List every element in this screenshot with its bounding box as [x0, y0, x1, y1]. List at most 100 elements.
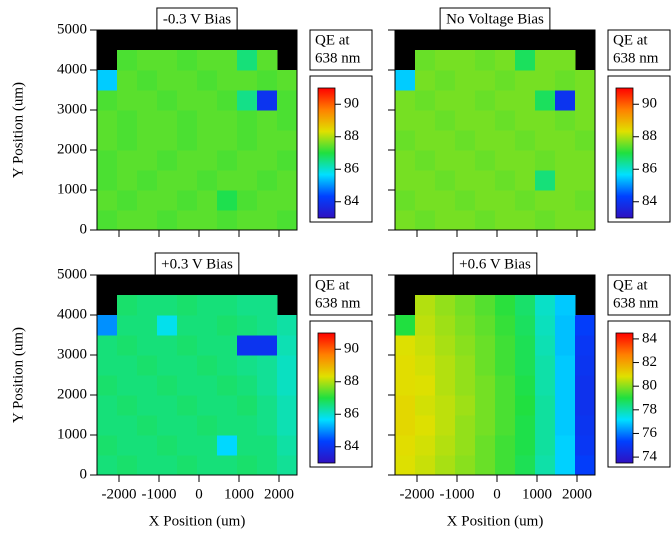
heatmap-cell: [277, 415, 298, 436]
heatmap-cell: [435, 455, 456, 476]
heatmap-cell: [475, 415, 496, 436]
heatmap-cell: [415, 415, 436, 436]
heatmap-cell: [157, 150, 178, 171]
heatmap-cell: [395, 315, 416, 336]
panel-title: +0.3 V Bias: [161, 256, 233, 272]
heatmap-cell: [157, 295, 178, 316]
heatmap-cell: [157, 110, 178, 131]
heatmap-cell: [455, 190, 476, 211]
heatmap-cell: [435, 295, 456, 316]
heatmap-cell: [157, 315, 178, 336]
colorbar-tick-label: 76: [642, 425, 658, 441]
heatmap-cell: [475, 315, 496, 336]
heatmap-cell: [117, 355, 138, 376]
heatmap-cell: [257, 190, 278, 211]
y-tick-label: 0: [80, 221, 88, 237]
heatmap-cell: [395, 170, 416, 191]
heatmap-cell: [395, 455, 416, 476]
heatmap-cell: [177, 170, 198, 191]
heatmap-cell: [495, 355, 516, 376]
colorbar-tick-label: 84: [642, 330, 658, 346]
heatmap-cell: [435, 90, 456, 111]
heatmap-cell: [435, 170, 456, 191]
y-tick-label: 3000: [57, 101, 87, 117]
heatmap-cell: [475, 150, 496, 171]
heatmap-cell: [97, 150, 118, 171]
heatmap-cell: [415, 210, 436, 231]
heatmap-cell: [535, 50, 556, 71]
heatmap-cell: [237, 130, 258, 151]
heatmap-cell: [395, 130, 416, 151]
heatmap-cell: [415, 190, 436, 211]
title-box: [439, 7, 551, 31]
heatmap-cell: [575, 70, 596, 91]
heatmap-cell: [177, 50, 198, 71]
heatmap-cell: [257, 295, 278, 316]
heatmap-cell: [535, 110, 556, 131]
heatmap-cell: [515, 395, 536, 416]
colorbar-label-box: [309, 29, 373, 71]
x-axis-label: X Position (um): [149, 513, 246, 529]
heatmap-cell: [97, 110, 118, 131]
heatmap-cell: [157, 70, 178, 91]
x-tick-label: 1000: [224, 486, 254, 502]
heatmap-cell: [435, 70, 456, 91]
heatmap-cell: [395, 190, 416, 211]
heatmap-cell: [117, 295, 138, 316]
heatmap-cell: [177, 335, 198, 356]
colorbar-tick-label: 80: [642, 378, 657, 394]
heatmap-cell: [177, 415, 198, 436]
heatmap-cell: [515, 355, 536, 376]
colorbar-tick-label: 88: [344, 373, 359, 389]
heatmap-cell: [435, 415, 456, 436]
heatmap-cell: [97, 395, 118, 416]
heatmap-cell: [177, 395, 198, 416]
heatmap-cell: [515, 70, 536, 91]
heatmap-cell: [455, 150, 476, 171]
heatmap-cell: [515, 455, 536, 476]
heatmap-cell: [555, 190, 576, 211]
heatmap-cell: [395, 375, 416, 396]
heatmap-cell: [415, 130, 436, 151]
heatmap-cell: [435, 435, 456, 456]
heatmap-cell: [197, 375, 218, 396]
heatmap-cell: [97, 355, 118, 376]
heatmap-cell: [495, 170, 516, 191]
heatmap-cell: [455, 295, 476, 316]
heatmap-cell: [535, 375, 556, 396]
heatmap-cell: [575, 90, 596, 111]
colorbar-label: 638 nm: [613, 50, 659, 66]
heatmap-cell: [395, 355, 416, 376]
heatmap-cell: [97, 190, 118, 211]
heatmap-cell: [495, 435, 516, 456]
heatmap-cell: [117, 395, 138, 416]
heatmap-cell: [495, 110, 516, 131]
heatmap-cell: [117, 170, 138, 191]
heatmap-cell: [455, 210, 476, 231]
heatmap-cell: [277, 395, 298, 416]
heatmap-cell: [277, 170, 298, 191]
heatmap-cell: [157, 90, 178, 111]
heatmap-cell: [495, 395, 516, 416]
heatmap-cell: [495, 50, 516, 71]
heatmap-cell: [455, 90, 476, 111]
colorbar-label-box: [607, 274, 671, 316]
colorbar-tick-label: 88: [344, 128, 359, 144]
heatmap-cell: [455, 355, 476, 376]
heatmap-cell: [237, 210, 258, 231]
heatmap-cell: [237, 90, 258, 111]
y-tick-label: 4000: [57, 61, 87, 77]
heatmap-cell: [277, 335, 298, 356]
heatmap-cell: [217, 335, 238, 356]
heatmap-cell: [515, 295, 536, 316]
heatmap-cell: [395, 90, 416, 111]
heatmap-cell: [237, 435, 258, 456]
heatmap-cell: [97, 130, 118, 151]
heatmap-cell: [117, 435, 138, 456]
x-tick-label: 0: [493, 486, 501, 502]
y-tick-label: 2000: [57, 141, 87, 157]
heatmap-cell: [475, 435, 496, 456]
heatmap-cell: [217, 315, 238, 336]
heatmap-cell: [575, 335, 596, 356]
heatmap-cell: [97, 415, 118, 436]
